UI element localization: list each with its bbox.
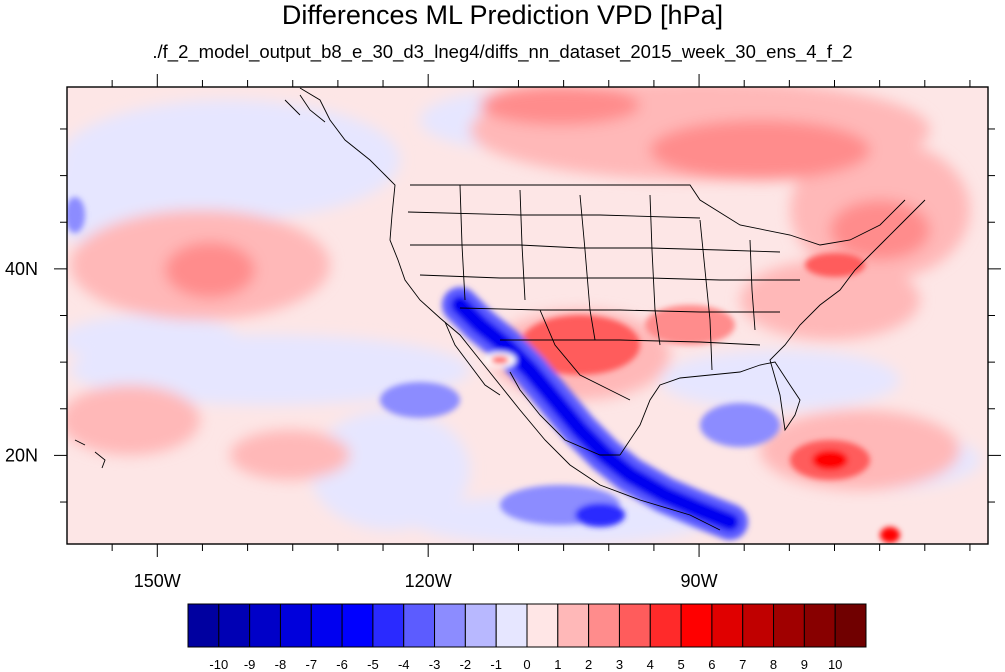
colorbar-label: -5 [367, 657, 379, 672]
colorbar-swatch [557, 603, 590, 648]
colorbar-label: -8 [275, 657, 287, 672]
colorbar-label: -9 [244, 657, 256, 672]
colorbar-label: 5 [677, 657, 684, 672]
colorbar-swatch [372, 603, 405, 648]
lon-tick-label: 90W [681, 571, 718, 591]
colorbar [187, 603, 867, 648]
colorbar-label: 7 [739, 657, 746, 672]
colorbar-swatch [434, 603, 466, 648]
colorbar-labels: -10 -9 -8 -7 -6 -5 -4 -3 -2 -1 0 1 2 3 4 5 6 7 8 9 10 [209, 657, 842, 672]
colorbar-label: 8 [770, 657, 777, 672]
colorbar-swatch [310, 603, 343, 648]
colorbar-label: -7 [305, 657, 317, 672]
map-subtitle: ./f_2_model_output_b8_e_30_d3_lneg4/diff… [152, 41, 853, 62]
map-title: Differences ML Prediction VPD [hPa] [281, 0, 724, 30]
colorbar-label: -2 [460, 657, 472, 672]
colorbar-label: 9 [801, 657, 808, 672]
colorbar-swatch [464, 603, 497, 648]
coastlines-and-borders [74, 87, 926, 531]
lat-tick-label: 40N [5, 259, 38, 279]
colorbar-label: 4 [647, 657, 654, 672]
colorbar-label: -6 [336, 657, 348, 672]
colorbar-label: -3 [429, 657, 441, 672]
colorbar-swatch [680, 603, 713, 648]
colorbar-label: 2 [585, 657, 592, 672]
colorbar-swatch [742, 603, 775, 648]
colorbar-label: 10 [828, 657, 842, 672]
colorbar-swatch [403, 603, 436, 648]
lat-tick-label: 20N [5, 445, 38, 465]
field-features [67, 197, 900, 543]
colorbar-swatch [495, 603, 528, 648]
lon-tick-label: 150W [134, 571, 181, 591]
colorbar-swatch [187, 603, 220, 648]
colorbar-swatch [649, 603, 682, 648]
colorbar-swatch [711, 603, 744, 648]
colorbar-swatch [249, 603, 281, 648]
field-smooth [67, 87, 980, 544]
colorbar-swatch [803, 603, 836, 648]
colorbar-label: 6 [708, 657, 715, 672]
colorbar-swatch [834, 603, 867, 648]
colorbar-swatch [279, 603, 312, 648]
colorbar-swatch [588, 603, 620, 648]
axis-ticks [54, 74, 1001, 557]
axis-tick-labels: 150W 120W 90W 40N 20N [5, 259, 718, 591]
colorbar-label: -1 [490, 657, 502, 672]
colorbar-swatch [341, 603, 374, 648]
colorbar-swatch [618, 603, 651, 648]
lon-tick-label: 120W [405, 571, 452, 591]
colorbar-label: 3 [616, 657, 623, 672]
colorbar-label: -10 [209, 657, 228, 672]
colorbar-swatch [526, 603, 559, 648]
colorbar-swatch [218, 603, 251, 648]
colorbar-label: 1 [554, 657, 561, 672]
colorbar-label: 0 [523, 657, 530, 672]
colorbar-swatch [773, 603, 805, 648]
colorbar-label: -4 [398, 657, 410, 672]
